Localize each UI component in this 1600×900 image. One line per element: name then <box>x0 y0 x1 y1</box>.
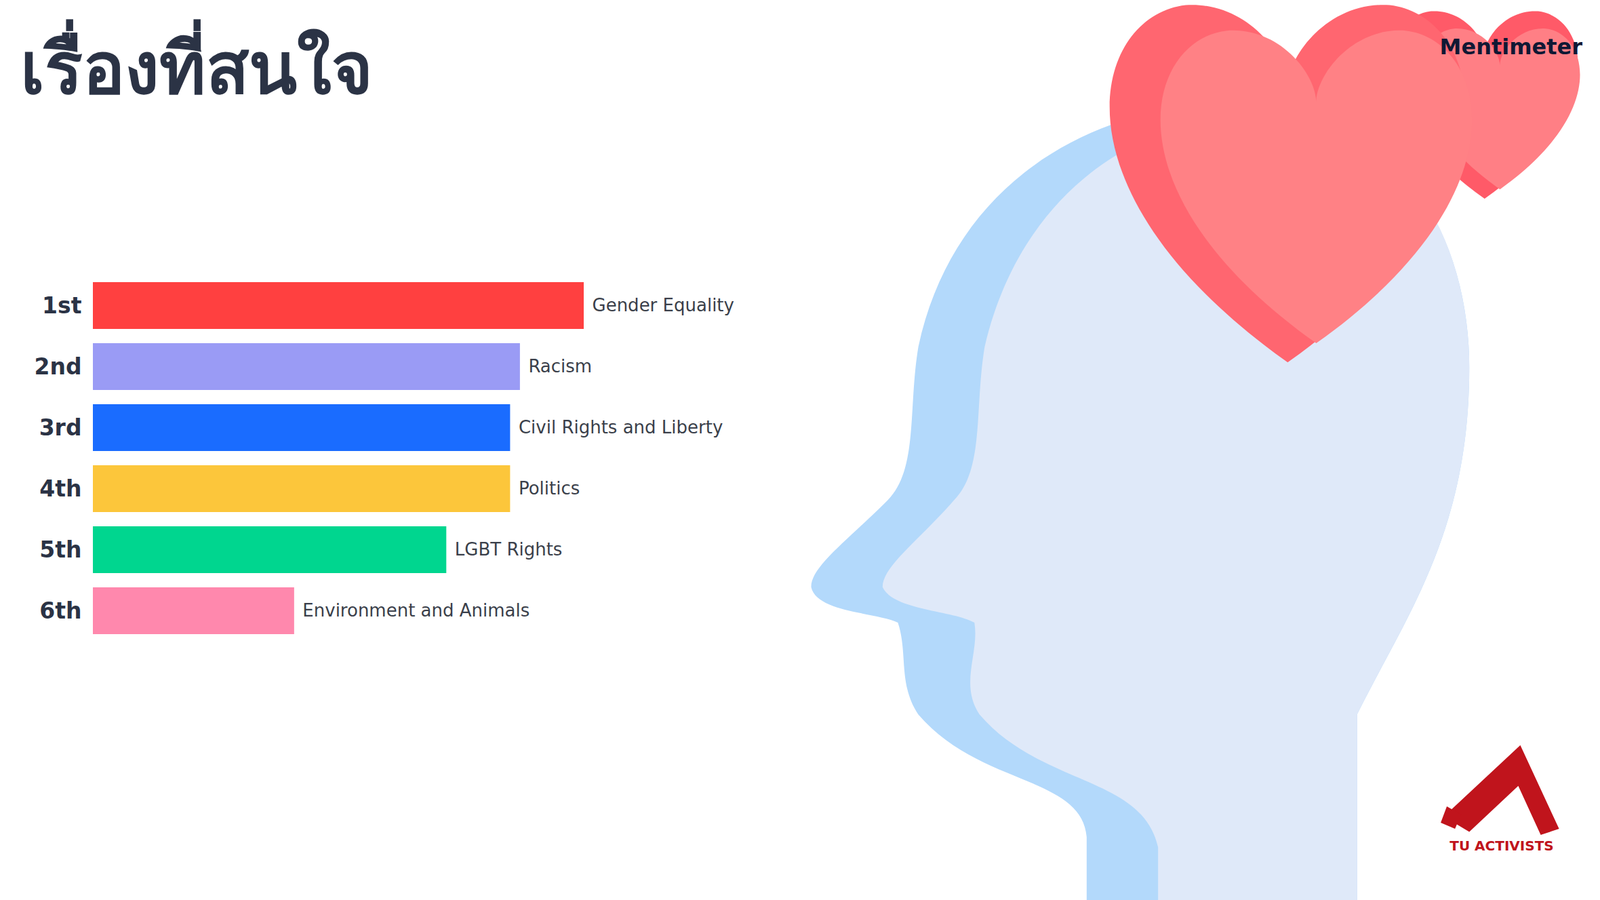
svg-text:5th: 5th <box>39 536 82 563</box>
svg-text:Gender Equality: Gender Equality <box>592 294 735 316</box>
svg-text:3rd: 3rd <box>39 414 83 441</box>
svg-text:4th: 4th <box>39 475 82 502</box>
html-text:Mentimeter: Mentimeter <box>1439 33 1583 60</box>
svg-text:LGBT Rights: LGBT Rights <box>454 538 563 560</box>
svg-text:1st: 1st <box>42 292 83 319</box>
html-text:เรื่องที่สนใจ: เรื่องที่สนใจ <box>20 27 373 110</box>
svg-text:Civil Rights and Liberty: Civil Rights and Liberty <box>518 416 723 438</box>
svg-text:Environment and Animals: Environment and Animals <box>302 600 530 621</box>
svg-text:Politics: Politics <box>518 477 580 499</box>
svg-text:2nd: 2nd <box>33 353 82 380</box>
html-text:TU ACTIVISTS: TU ACTIVISTS <box>1449 837 1554 854</box>
svg-text:6th: 6th <box>39 597 82 624</box>
svg-text:Racism: Racism <box>528 355 592 377</box>
